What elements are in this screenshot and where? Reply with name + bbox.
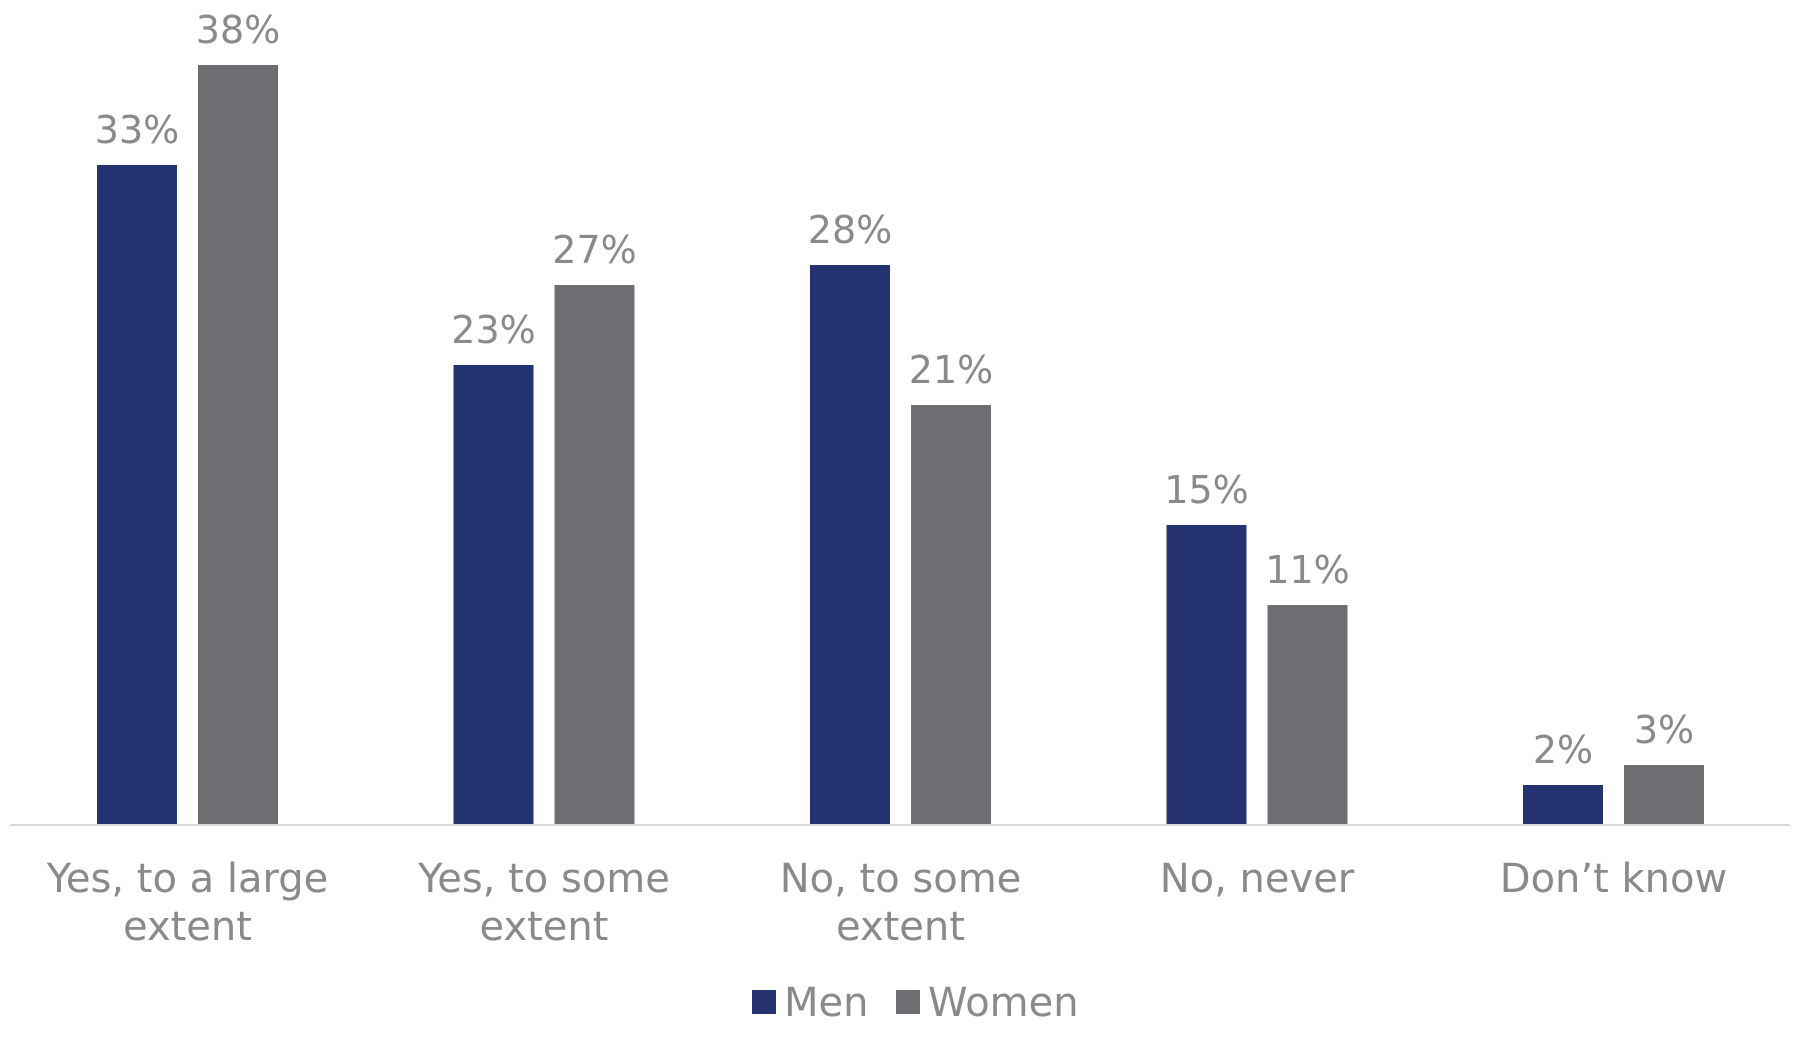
data-label-men-1: 23% bbox=[451, 308, 535, 352]
data-label-women-2: 21% bbox=[909, 348, 993, 392]
data-label-men-3: 15% bbox=[1164, 468, 1248, 512]
data-label-men-4: 2% bbox=[1533, 728, 1593, 772]
legend-swatch-men bbox=[752, 990, 776, 1014]
data-label-men-2: 28% bbox=[808, 208, 892, 252]
x-tick-label-0: Yes, to a large extent bbox=[46, 856, 328, 950]
x-axis-tick-labels: Yes, to a large extent Yes, to some extent N… bbox=[46, 856, 1727, 950]
legend-swatch-women bbox=[896, 990, 920, 1014]
bar-men-2 bbox=[810, 265, 890, 825]
legend-item-women: Women bbox=[896, 980, 1079, 1026]
legend: Men Women bbox=[752, 980, 1079, 1026]
data-label-women-1: 27% bbox=[552, 228, 636, 272]
bar-women-0 bbox=[198, 65, 278, 825]
bar-women-2 bbox=[911, 405, 991, 825]
data-label-women-3: 11% bbox=[1265, 548, 1349, 592]
data-label-men-0: 33% bbox=[95, 108, 179, 152]
x-tick-label-4: Don’t know bbox=[1500, 856, 1727, 902]
bar-women-1 bbox=[554, 285, 635, 825]
legend-label-men: Men bbox=[784, 980, 868, 1026]
bars-layer bbox=[97, 65, 1704, 825]
data-label-women-4: 3% bbox=[1634, 708, 1694, 752]
bar-men-0 bbox=[97, 165, 177, 825]
bar-men-4 bbox=[1523, 785, 1603, 825]
x-tick-label-1: Yes, to some extent bbox=[417, 856, 670, 950]
data-label-women-0: 38% bbox=[196, 8, 280, 52]
x-tick-label-3: No, never bbox=[1160, 856, 1355, 902]
value-labels-layer: 33% 38% 23% 27% 28% 21% 15% 11% 2% 3% bbox=[95, 8, 1694, 772]
bar-men-1 bbox=[453, 365, 534, 825]
legend-label-women: Women bbox=[928, 980, 1079, 1026]
bar-men-3 bbox=[1166, 525, 1247, 825]
bar-women-3 bbox=[1267, 605, 1348, 825]
legend-item-men: Men bbox=[752, 980, 868, 1026]
bar-women-4 bbox=[1624, 765, 1704, 825]
x-tick-label-2: No, to some extent bbox=[780, 856, 1022, 950]
